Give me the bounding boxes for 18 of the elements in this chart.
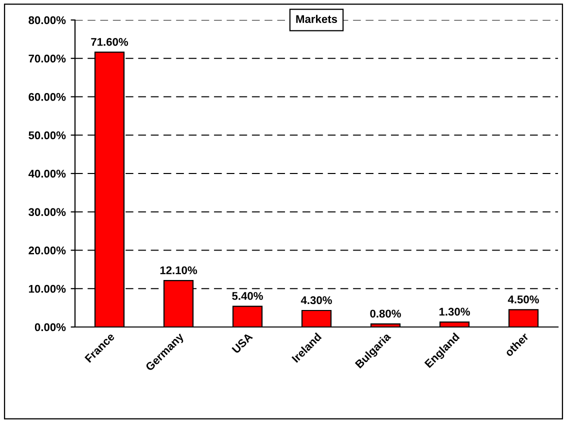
data-label: 5.40% bbox=[232, 292, 263, 300]
data-label: 71.60% bbox=[91, 38, 128, 46]
data-label: 1.30% bbox=[439, 308, 470, 316]
data-label: 4.50% bbox=[508, 296, 539, 304]
y-tick-label: 40.00% bbox=[28, 170, 66, 178]
chart-title: Markets bbox=[296, 14, 338, 23]
x-tick-label: USA bbox=[232, 332, 254, 354]
y-tick-label: 70.00% bbox=[28, 54, 66, 63]
y-tick-label: 20.00% bbox=[28, 246, 66, 254]
data-label: 0.80% bbox=[370, 310, 401, 318]
data-label: 4.30% bbox=[300, 296, 332, 304]
y-tick-label: 30.00% bbox=[28, 208, 66, 216]
y-tick-label: 50.00% bbox=[28, 131, 66, 140]
data-label: 12.10% bbox=[160, 266, 198, 274]
y-tick-label: 10.00% bbox=[28, 284, 66, 293]
y-tick-label: 80.00% bbox=[28, 16, 66, 24]
y-tick-label: 0.00% bbox=[34, 323, 66, 332]
y-tick-label: 60.00% bbox=[28, 93, 66, 101]
